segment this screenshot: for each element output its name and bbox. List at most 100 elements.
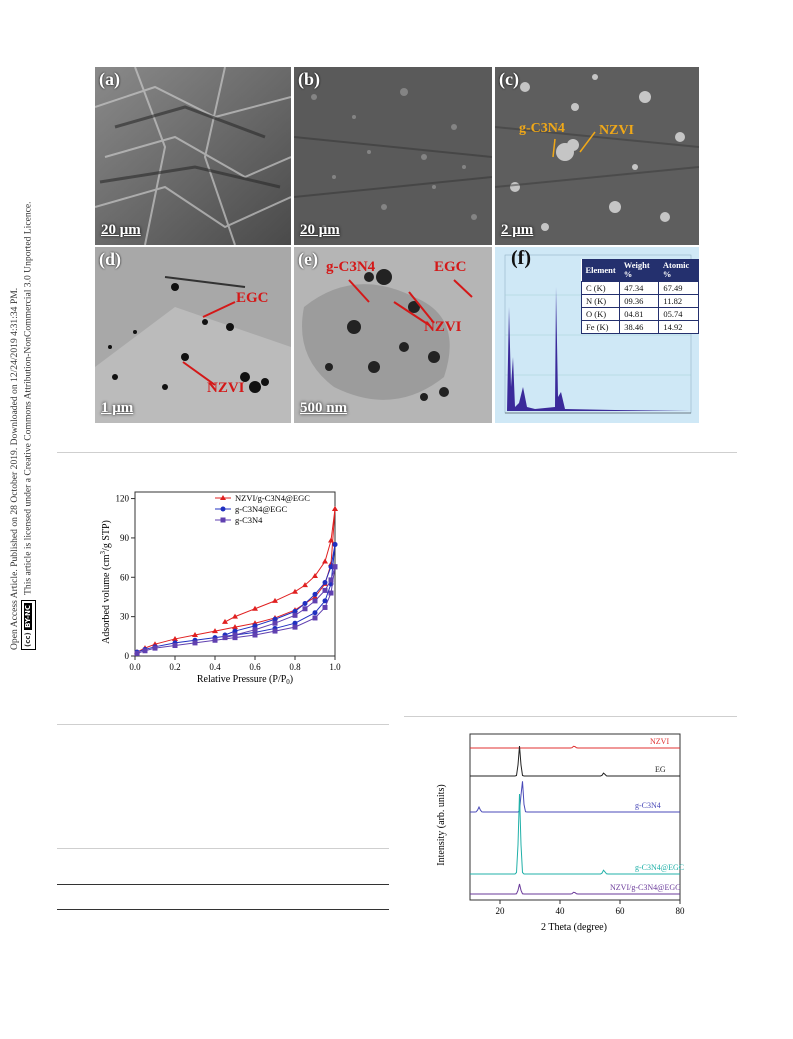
data-point	[328, 537, 334, 543]
panel-d-tem: (d) EGC NZVI 1 μm	[95, 247, 291, 423]
eds-table-header: Element Weight % Atomic %	[581, 259, 699, 282]
data-point	[292, 588, 298, 594]
divider-left-2	[57, 848, 389, 849]
xrd-series-line	[470, 745, 680, 749]
scale-bar-b: 20 μm	[300, 222, 340, 238]
data-point	[134, 650, 140, 656]
data-point	[292, 608, 298, 614]
legend-label: g-C3N4@EGC	[235, 504, 288, 514]
x-tick-label: 1.0	[329, 662, 341, 672]
xrd-series-line	[470, 781, 680, 813]
y-tick-label: 120	[116, 494, 130, 504]
label-e-egc: EGC	[434, 259, 467, 275]
x-tick-label: 80	[676, 906, 686, 916]
data-point	[232, 613, 238, 619]
scale-bar-c: 2 μm	[501, 222, 534, 238]
y-tick-label: 60	[120, 572, 130, 582]
label-d-egc: EGC	[236, 290, 269, 306]
license-line-1: Open Access Article. Published on 28 Oct…	[9, 287, 20, 650]
label-d-arrows	[182, 301, 236, 386]
data-point	[332, 541, 338, 547]
xrd-series-line	[470, 745, 680, 777]
data-point	[292, 620, 298, 626]
divider-left-1	[57, 724, 389, 725]
label-c-gc3n4: g-C3N4	[519, 121, 565, 136]
label-c-arrows	[552, 131, 596, 158]
tem-texture-d	[95, 247, 291, 423]
series-line	[224, 544, 336, 636]
license-text: Open Access Article. Published on 28 Oct…	[8, 201, 36, 650]
table-cell: Fe (K)	[580, 320, 621, 334]
series-line	[136, 544, 336, 653]
data-point	[232, 628, 238, 634]
data-point	[302, 606, 308, 612]
data-point	[328, 590, 334, 596]
data-point	[312, 591, 318, 597]
panel-letter-e: (e)	[298, 249, 318, 269]
xrd-series-line	[470, 883, 680, 895]
series-line	[224, 566, 336, 639]
panel-a-sem: (a) 20 μm	[95, 67, 291, 245]
cc-license-badge[interactable]: (cc) BY-NC	[21, 599, 36, 650]
panel-f-eds: (f) Element Weight % Atomic % C (K) 47.3…	[495, 247, 699, 423]
panel-b-sem: (b) 20 μm	[294, 67, 492, 245]
x-tick-label: 40	[556, 906, 566, 916]
table-cell: 11.82	[658, 294, 699, 308]
table-row: C (K) 47.34 67.49	[580, 281, 699, 295]
scale-bar-d: 1 μm	[101, 400, 134, 416]
data-point	[252, 632, 258, 638]
data-point	[332, 506, 338, 512]
panel-c-sem: (c) g-C3N4 NZVI 2 μm	[495, 67, 699, 245]
table-cell: 05.74	[658, 307, 699, 321]
table-cell: 04.81	[619, 307, 660, 321]
data-point	[222, 635, 228, 641]
label-d-nzvi: NZVI	[207, 380, 245, 396]
x-tick-label: 0.8	[289, 662, 301, 672]
data-point	[232, 632, 238, 638]
xrd-series-line	[470, 793, 680, 875]
xrd-series-label: g-C3N4	[635, 801, 661, 810]
data-point	[192, 632, 198, 638]
bet-x-axis-label: Relative Pressure (P/P0)	[197, 674, 293, 686]
data-point	[322, 598, 328, 604]
xrd-series-label: g-C3N4@EGC	[635, 863, 684, 872]
data-point	[312, 615, 318, 621]
panel-letter-d: (d)	[99, 249, 121, 269]
eds-element-table: Element Weight % Atomic % C (K) 47.34 67…	[580, 259, 699, 334]
data-point	[172, 643, 178, 649]
divider-top	[57, 452, 737, 453]
x-tick-label: 0.4	[209, 662, 221, 672]
bet-isotherm-chart: 0.0 0.2 0.4 0.6 0.8 1.0 0 30 60 90 120 NZVI/g-C3N4@…	[99, 491, 341, 686]
data-point	[172, 635, 178, 641]
x-tick-label: 60	[616, 906, 626, 916]
xrd-series-label: NZVI	[650, 737, 669, 746]
cc-badge-cc: (cc)	[24, 632, 32, 647]
xrd-series-label: EG	[655, 765, 666, 774]
table-cell: 47.34	[619, 281, 660, 295]
eds-header-atomic: Atomic %	[658, 259, 699, 282]
table-row: Fe (K) 38.46 14.92	[580, 320, 699, 334]
series-3	[134, 564, 338, 656]
data-point	[222, 618, 228, 624]
data-point	[252, 627, 258, 633]
legend-label: g-C3N4	[235, 515, 263, 525]
data-point	[312, 598, 318, 604]
data-point	[322, 580, 328, 586]
data-point	[142, 648, 148, 654]
data-point	[322, 604, 328, 610]
data-point	[232, 624, 238, 630]
data-point	[220, 495, 226, 500]
data-point	[220, 517, 226, 523]
sem-texture-c	[495, 67, 699, 245]
data-point	[212, 637, 218, 643]
table-rule-bottom	[57, 909, 389, 910]
x-tick-label: 0.2	[169, 662, 180, 672]
table-rule-top	[57, 884, 389, 885]
panel-letter-f: (f)	[511, 247, 531, 269]
license-line-2: (cc) BY-NC This article is licensed under…	[21, 201, 36, 650]
table-cell: 09.36	[619, 294, 660, 308]
label-e-gc3n4: g-C3N4	[326, 259, 376, 275]
data-point	[292, 612, 298, 618]
data-point	[192, 640, 198, 646]
